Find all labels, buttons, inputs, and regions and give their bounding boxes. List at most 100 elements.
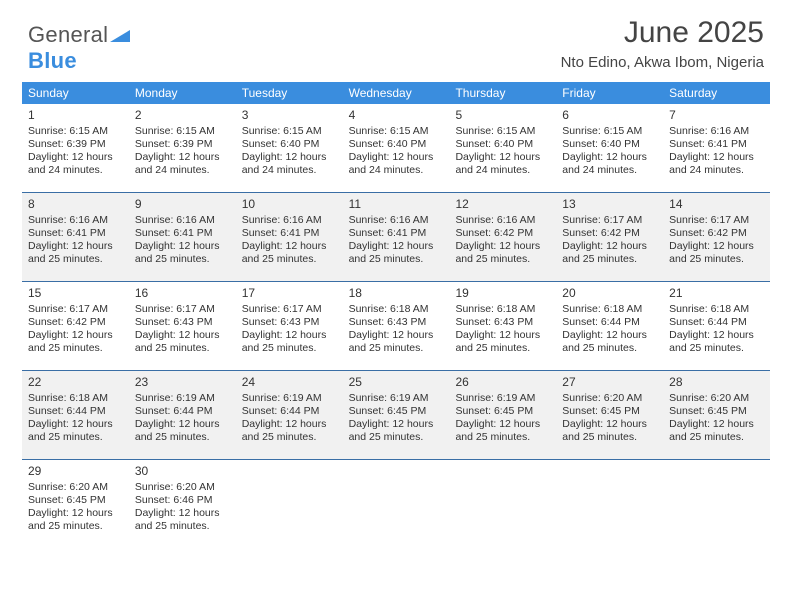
day-cell: 20Sunrise: 6:18 AMSunset: 6:44 PMDayligh… — [556, 282, 663, 370]
day-number: 9 — [135, 197, 230, 212]
day-cell — [556, 460, 663, 548]
day-number: 8 — [28, 197, 123, 212]
sunset-line: Sunset: 6:41 PM — [349, 227, 444, 240]
day-cell: 23Sunrise: 6:19 AMSunset: 6:44 PMDayligh… — [129, 371, 236, 459]
day-cell: 12Sunrise: 6:16 AMSunset: 6:42 PMDayligh… — [449, 193, 556, 281]
dow-cell: Friday — [556, 82, 663, 104]
sunrise-line: Sunrise: 6:17 AM — [135, 303, 230, 316]
daylight-line: Daylight: 12 hours and 25 minutes. — [242, 418, 337, 444]
sunset-line: Sunset: 6:40 PM — [562, 138, 657, 151]
day-number: 7 — [669, 108, 764, 123]
sunset-line: Sunset: 6:40 PM — [455, 138, 550, 151]
day-number: 4 — [349, 108, 444, 123]
sunrise-line: Sunrise: 6:16 AM — [135, 214, 230, 227]
day-cell: 5Sunrise: 6:15 AMSunset: 6:40 PMDaylight… — [449, 104, 556, 192]
dow-cell: Thursday — [449, 82, 556, 104]
sunrise-line: Sunrise: 6:16 AM — [455, 214, 550, 227]
day-cell: 8Sunrise: 6:16 AMSunset: 6:41 PMDaylight… — [22, 193, 129, 281]
sunrise-line: Sunrise: 6:20 AM — [562, 392, 657, 405]
day-cell — [236, 460, 343, 548]
sunset-line: Sunset: 6:44 PM — [28, 405, 123, 418]
day-number: 3 — [242, 108, 337, 123]
daylight-line: Daylight: 12 hours and 24 minutes. — [242, 151, 337, 177]
day-cell: 15Sunrise: 6:17 AMSunset: 6:42 PMDayligh… — [22, 282, 129, 370]
sunrise-line: Sunrise: 6:17 AM — [669, 214, 764, 227]
sunrise-line: Sunrise: 6:17 AM — [28, 303, 123, 316]
daylight-line: Daylight: 12 hours and 25 minutes. — [562, 418, 657, 444]
daylight-line: Daylight: 12 hours and 25 minutes. — [669, 418, 764, 444]
daylight-line: Daylight: 12 hours and 25 minutes. — [455, 418, 550, 444]
sunrise-line: Sunrise: 6:16 AM — [669, 125, 764, 138]
sunrise-line: Sunrise: 6:19 AM — [135, 392, 230, 405]
daylight-line: Daylight: 12 hours and 25 minutes. — [455, 329, 550, 355]
day-of-week-header: SundayMondayTuesdayWednesdayThursdayFrid… — [22, 82, 770, 104]
daylight-line: Daylight: 12 hours and 24 minutes. — [28, 151, 123, 177]
daylight-line: Daylight: 12 hours and 25 minutes. — [135, 240, 230, 266]
sunset-line: Sunset: 6:46 PM — [135, 494, 230, 507]
sunrise-line: Sunrise: 6:18 AM — [28, 392, 123, 405]
week-row: 1Sunrise: 6:15 AMSunset: 6:39 PMDaylight… — [22, 104, 770, 193]
day-cell: 30Sunrise: 6:20 AMSunset: 6:46 PMDayligh… — [129, 460, 236, 548]
day-number: 5 — [455, 108, 550, 123]
sunset-line: Sunset: 6:40 PM — [349, 138, 444, 151]
sunrise-line: Sunrise: 6:15 AM — [455, 125, 550, 138]
daylight-line: Daylight: 12 hours and 25 minutes. — [28, 507, 123, 533]
day-cell: 17Sunrise: 6:17 AMSunset: 6:43 PMDayligh… — [236, 282, 343, 370]
sunset-line: Sunset: 6:44 PM — [242, 405, 337, 418]
day-cell: 3Sunrise: 6:15 AMSunset: 6:40 PMDaylight… — [236, 104, 343, 192]
sunset-line: Sunset: 6:42 PM — [562, 227, 657, 240]
day-number: 20 — [562, 286, 657, 301]
day-cell: 11Sunrise: 6:16 AMSunset: 6:41 PMDayligh… — [343, 193, 450, 281]
sunrise-line: Sunrise: 6:20 AM — [135, 481, 230, 494]
day-cell: 10Sunrise: 6:16 AMSunset: 6:41 PMDayligh… — [236, 193, 343, 281]
day-cell: 2Sunrise: 6:15 AMSunset: 6:39 PMDaylight… — [129, 104, 236, 192]
brand-sail-icon — [110, 28, 130, 44]
sunset-line: Sunset: 6:45 PM — [28, 494, 123, 507]
day-number: 12 — [455, 197, 550, 212]
sunset-line: Sunset: 6:41 PM — [242, 227, 337, 240]
dow-cell: Sunday — [22, 82, 129, 104]
daylight-line: Daylight: 12 hours and 25 minutes. — [562, 240, 657, 266]
day-number: 27 — [562, 375, 657, 390]
sunrise-line: Sunrise: 6:15 AM — [135, 125, 230, 138]
day-cell: 28Sunrise: 6:20 AMSunset: 6:45 PMDayligh… — [663, 371, 770, 459]
day-number: 24 — [242, 375, 337, 390]
daylight-line: Daylight: 12 hours and 24 minutes. — [135, 151, 230, 177]
dow-cell: Saturday — [663, 82, 770, 104]
sunset-line: Sunset: 6:41 PM — [28, 227, 123, 240]
calendar-grid: SundayMondayTuesdayWednesdayThursdayFrid… — [22, 82, 770, 548]
daylight-line: Daylight: 12 hours and 25 minutes. — [135, 418, 230, 444]
sunrise-line: Sunrise: 6:19 AM — [242, 392, 337, 405]
sunrise-line: Sunrise: 6:15 AM — [28, 125, 123, 138]
sunset-line: Sunset: 6:43 PM — [242, 316, 337, 329]
day-number: 17 — [242, 286, 337, 301]
day-number: 14 — [669, 197, 764, 212]
sunset-line: Sunset: 6:43 PM — [135, 316, 230, 329]
day-number: 23 — [135, 375, 230, 390]
sunrise-line: Sunrise: 6:15 AM — [349, 125, 444, 138]
day-cell: 9 Sunrise: 6:16 AMSunset: 6:41 PMDaylight… — [129, 193, 236, 281]
day-number: 6 — [562, 108, 657, 123]
daylight-line: Daylight: 12 hours and 25 minutes. — [135, 329, 230, 355]
daylight-line: Daylight: 12 hours and 24 minutes. — [562, 151, 657, 177]
day-number: 29 — [28, 464, 123, 479]
day-cell: 16Sunrise: 6:17 AMSunset: 6:43 PMDayligh… — [129, 282, 236, 370]
daylight-line: Daylight: 12 hours and 25 minutes. — [455, 240, 550, 266]
day-cell: 6Sunrise: 6:15 AMSunset: 6:40 PMDaylight… — [556, 104, 663, 192]
dow-cell: Tuesday — [236, 82, 343, 104]
location-text: Nto Edino, Akwa Ibom, Nigeria — [561, 54, 764, 71]
day-cell — [663, 460, 770, 548]
sunset-line: Sunset: 6:45 PM — [669, 405, 764, 418]
sunset-line: Sunset: 6:41 PM — [135, 227, 230, 240]
sunset-line: Sunset: 6:43 PM — [455, 316, 550, 329]
sunrise-line: Sunrise: 6:16 AM — [242, 214, 337, 227]
daylight-line: Daylight: 12 hours and 25 minutes. — [349, 240, 444, 266]
day-cell: 13Sunrise: 6:17 AMSunset: 6:42 PMDayligh… — [556, 193, 663, 281]
daylight-line: Daylight: 12 hours and 24 minutes. — [349, 151, 444, 177]
daylight-line: Daylight: 12 hours and 25 minutes. — [669, 329, 764, 355]
day-cell: 4 Sunrise: 6:15 AMSunset: 6:40 PMDaylight… — [343, 104, 450, 192]
day-cell — [343, 460, 450, 548]
week-row: 29 Sunrise: 6:20 AM Sunset: 6:45 PMDayligh… — [22, 460, 770, 548]
day-number: 22 — [28, 375, 123, 390]
day-number: 15 — [28, 286, 123, 301]
